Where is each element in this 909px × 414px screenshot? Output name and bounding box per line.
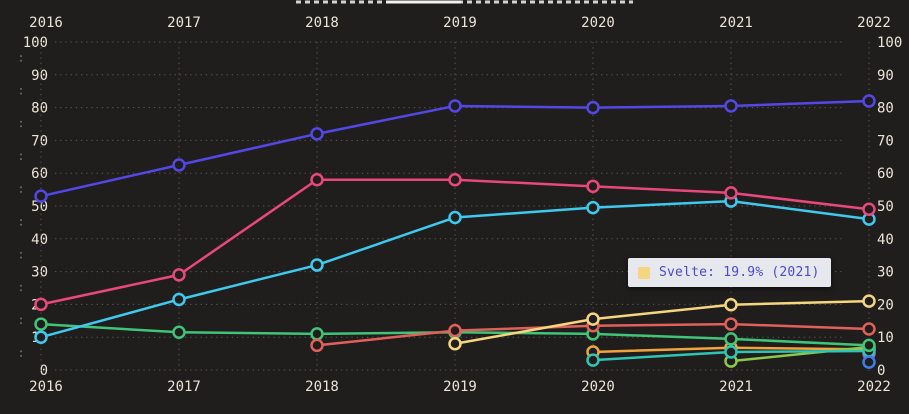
y-axis-label-right-0: 0 xyxy=(877,363,885,379)
point-Svelte-2019[interactable] xyxy=(448,337,462,351)
y-axis-label-left-60: 60 xyxy=(31,166,48,182)
tooltip-text: Svelte: 19.9% (2021) xyxy=(659,265,820,280)
point-green-2022[interactable] xyxy=(862,338,876,353)
x-axis-label-bottom-2016: 2016 xyxy=(29,379,63,395)
minor-tick-dot xyxy=(20,322,22,325)
minor-tick-dot xyxy=(20,190,22,193)
minor-tick-dot xyxy=(20,153,22,156)
x-axis-label-top-2017: 2017 xyxy=(167,15,201,31)
x-axis-label-bottom-2020: 2020 xyxy=(581,379,615,395)
point-cyan-2020[interactable] xyxy=(586,200,600,215)
minor-tick-dot xyxy=(20,55,22,58)
point-salmon-2022[interactable] xyxy=(862,322,876,336)
y-axis-label-left-80: 80 xyxy=(31,101,48,117)
x-axis-label-top-2020: 2020 xyxy=(581,15,615,31)
point-indigo-2021[interactable] xyxy=(724,99,738,113)
minor-tick-dot xyxy=(20,186,22,189)
point-indigo-2018[interactable] xyxy=(310,127,324,141)
point-teal-2021[interactable] xyxy=(724,345,738,359)
point-pink-2019[interactable] xyxy=(448,173,462,187)
point-Svelte-2022[interactable] xyxy=(862,294,876,308)
point-salmon-2019[interactable] xyxy=(448,323,462,338)
point-salmon-2018[interactable] xyxy=(310,338,324,353)
y-axis-label-right-90: 90 xyxy=(877,68,894,84)
y-axis-label-right-40: 40 xyxy=(877,232,894,248)
point-salmon-2021[interactable] xyxy=(724,317,738,331)
chart-tooltip: Svelte: 19.9% (2021) xyxy=(628,258,831,287)
minor-tick-dot xyxy=(20,251,22,254)
minor-tick-dot xyxy=(20,120,22,123)
tooltip-series-swatch-icon xyxy=(638,266,650,279)
point-cyan-2019[interactable] xyxy=(448,210,462,225)
point-indigo-2020[interactable] xyxy=(586,100,600,115)
point-green-2021[interactable] xyxy=(724,332,738,346)
minor-tick-dot xyxy=(20,350,22,353)
point-indigo-2019[interactable] xyxy=(448,99,462,113)
y-axis-label-left-100: 100 xyxy=(23,35,48,51)
y-axis-label-right-60: 60 xyxy=(877,166,894,182)
minor-tick-dot xyxy=(20,92,22,95)
minor-tick-dot xyxy=(20,289,22,292)
point-cyan-2016[interactable] xyxy=(34,330,48,344)
point-pink-2022[interactable] xyxy=(862,202,876,217)
point-indigo-2022[interactable] xyxy=(862,94,876,108)
y-axis-label-right-20: 20 xyxy=(877,297,894,313)
y-axis-label-right-10: 10 xyxy=(877,330,894,346)
point-Svelte-2020[interactable] xyxy=(586,312,600,326)
point-azure-2022[interactable] xyxy=(862,355,876,369)
minor-tick-dot xyxy=(20,158,22,161)
point-green-2018[interactable] xyxy=(310,327,324,341)
point-pink-2018[interactable] xyxy=(310,173,324,187)
point-teal-2020[interactable] xyxy=(586,353,600,367)
y-axis-label-right-70: 70 xyxy=(877,133,894,149)
point-pink-2017[interactable] xyxy=(172,268,186,282)
point-Svelte-2021[interactable] xyxy=(724,297,738,312)
x-axis-label-bottom-2017: 2017 xyxy=(167,379,201,395)
minor-tick-dot xyxy=(20,223,22,226)
x-axis-label-bottom-2021: 2021 xyxy=(719,379,753,395)
minor-tick-dot xyxy=(20,87,22,90)
minor-tick-dot xyxy=(20,219,22,222)
point-indigo-2016[interactable] xyxy=(34,189,48,203)
minor-tick-dot xyxy=(20,125,22,128)
y-axis-label-left-30: 30 xyxy=(31,265,48,281)
point-pink-2020[interactable] xyxy=(586,179,600,194)
x-axis-label-top-2016: 2016 xyxy=(29,15,63,31)
x-axis-label-bottom-2018: 2018 xyxy=(305,379,339,395)
x-axis-label-bottom-2019: 2019 xyxy=(443,379,477,395)
series-line-Svelte xyxy=(454,299,870,345)
point-pink-2016[interactable] xyxy=(34,297,48,312)
minor-tick-dot xyxy=(20,256,22,259)
x-axis-label-top-2018: 2018 xyxy=(305,15,339,31)
y-axis-label-right-30: 30 xyxy=(877,265,894,281)
minor-tick-dot xyxy=(20,59,22,62)
point-pink-2021[interactable] xyxy=(724,186,738,200)
y-axis-label-left-50: 50 xyxy=(31,199,48,215)
point-cyan-2017[interactable] xyxy=(172,292,186,307)
y-axis-label-left-70: 70 xyxy=(31,133,48,149)
y-axis-label-left-90: 90 xyxy=(31,68,48,84)
minor-tick-dot xyxy=(20,284,22,287)
minor-tick-dot xyxy=(20,317,22,320)
x-axis-label-top-2021: 2021 xyxy=(719,15,753,31)
y-axis-label-right-100: 100 xyxy=(877,35,902,51)
y-axis-label-right-80: 80 xyxy=(877,101,894,117)
x-axis-label-top-2019: 2019 xyxy=(443,15,477,31)
minor-tick-dot xyxy=(20,354,22,357)
x-axis-label-top-2022: 2022 xyxy=(857,15,891,31)
point-indigo-2017[interactable] xyxy=(172,158,186,172)
y-axis-label-left-40: 40 xyxy=(31,232,48,248)
y-axis-label-left-0: 0 xyxy=(40,363,48,379)
point-green-2017[interactable] xyxy=(172,325,186,340)
series-line-lime xyxy=(730,345,870,363)
point-cyan-2018[interactable] xyxy=(310,258,324,272)
x-axis-label-bottom-2022: 2022 xyxy=(857,379,891,395)
y-axis-label-right-50: 50 xyxy=(877,199,894,215)
point-green-2016[interactable] xyxy=(34,317,48,331)
